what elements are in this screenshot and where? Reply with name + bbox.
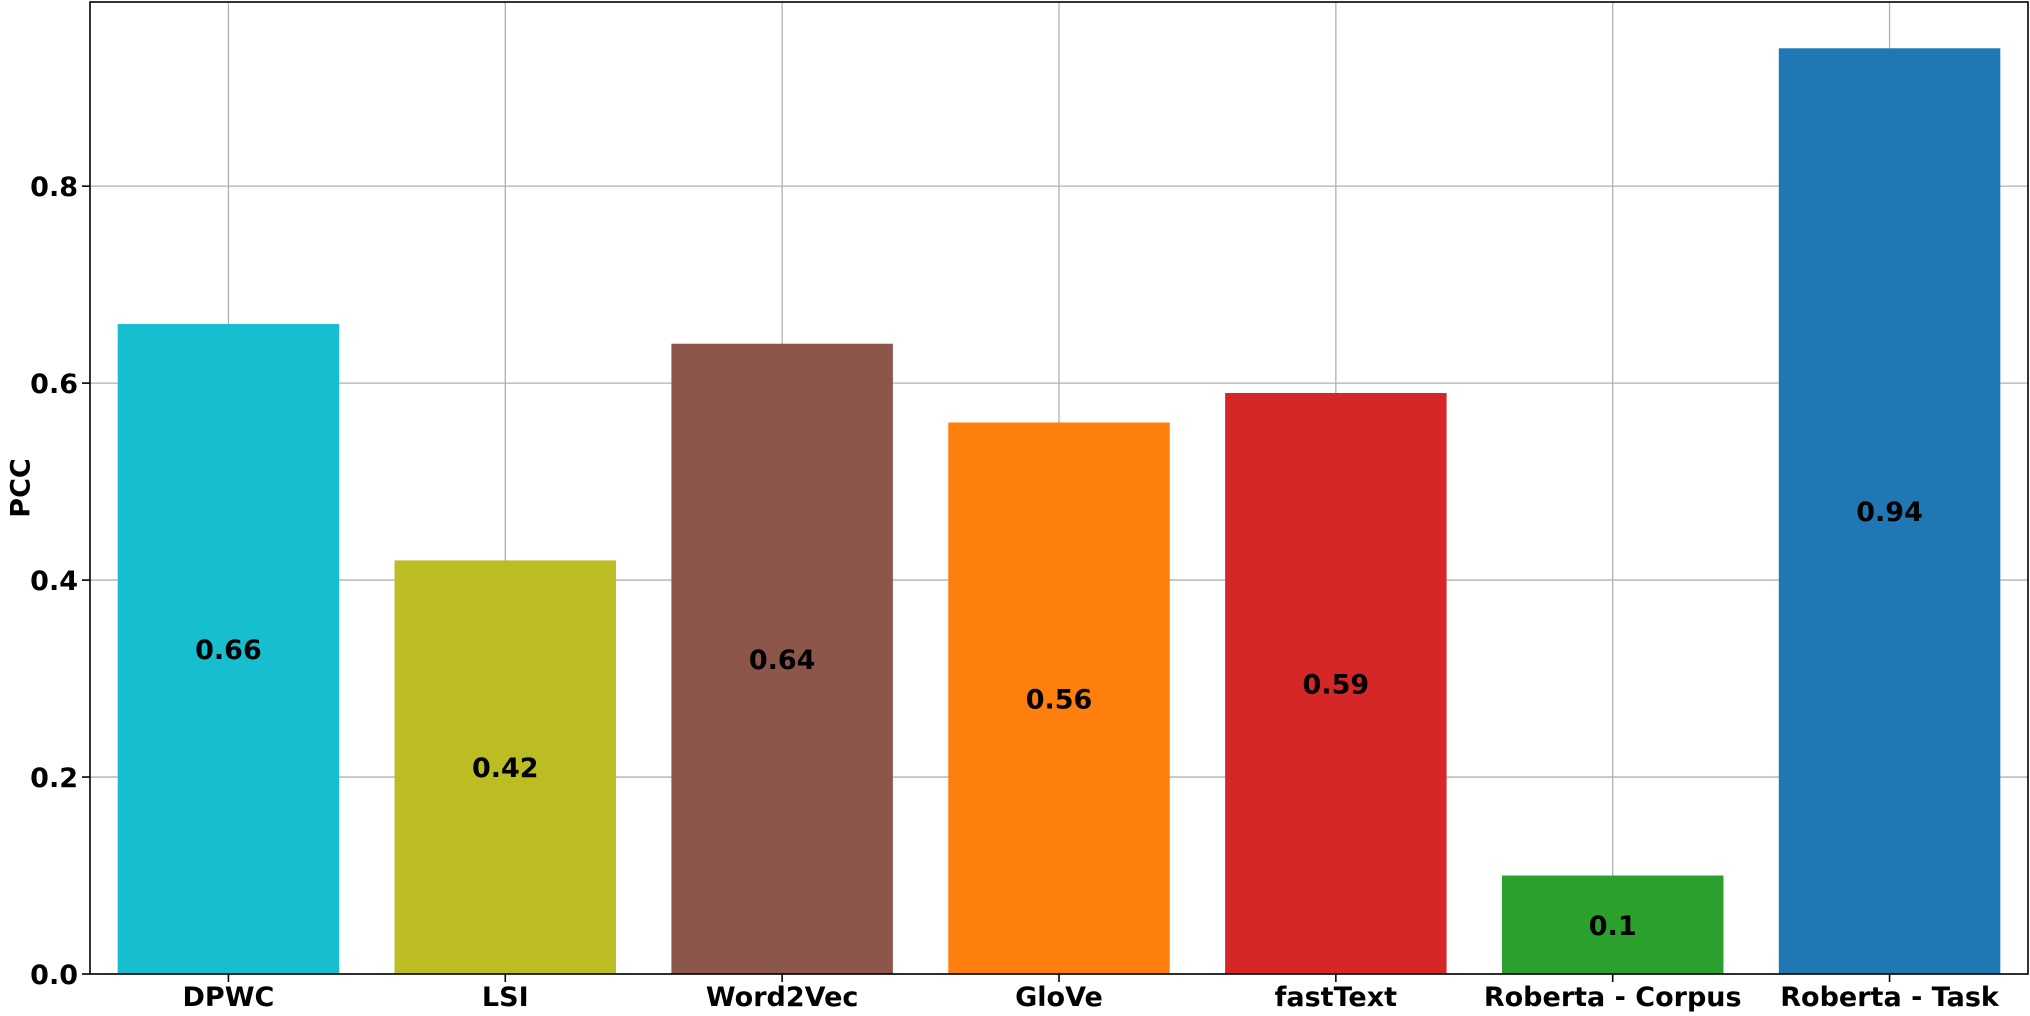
bar-lsi [394,560,617,974]
bar-word2vec [671,343,893,974]
bar-value-label: 0.56 [1026,684,1093,715]
bar-roberta-task [1778,48,2001,975]
y-tick-label: 0.8 [30,172,78,203]
bar-value-label: 0.64 [749,645,816,676]
x-tick-label: Word2Vec [706,982,859,1012]
bar-roberta-corpus [1501,875,1724,974]
bar-value-label: 0.59 [1303,669,1370,700]
bar-value-label: 0.42 [472,753,539,784]
ticks-layer: 0.0 0.2 0.4 0.6 0.8 DPWC LSI Word2Vec GloVe fastT… [30,172,2000,1013]
y-tick-label: 0.6 [30,369,78,400]
x-tick-label: fastText [1275,982,1398,1012]
x-tick-label: LSI [482,982,529,1012]
bar-value-label: 0.94 [1856,497,1923,528]
bars-layer [117,48,2001,975]
x-tick-label: Roberta - Task [1780,982,2000,1012]
bar-fasttext [1225,392,1447,974]
x-tick-label: DPWC [183,982,275,1012]
bar-dpwc [117,324,340,974]
bar-labels-layer: 0.66 0.42 0.64 0.56 0.59 0.1 0.94 [195,497,1923,942]
y-tick-label: 0.4 [30,566,78,597]
x-tick-label: Roberta - Corpus [1484,982,1742,1012]
y-axis-title: PCC [6,458,37,517]
x-tick-label: GloVe [1015,982,1103,1012]
y-tick-label: 0.0 [30,960,78,991]
bar-glove [948,422,1170,975]
bar-value-label: 0.66 [195,635,262,666]
y-tick-label: 0.2 [30,763,78,794]
bar-value-label: 0.1 [1589,911,1637,942]
